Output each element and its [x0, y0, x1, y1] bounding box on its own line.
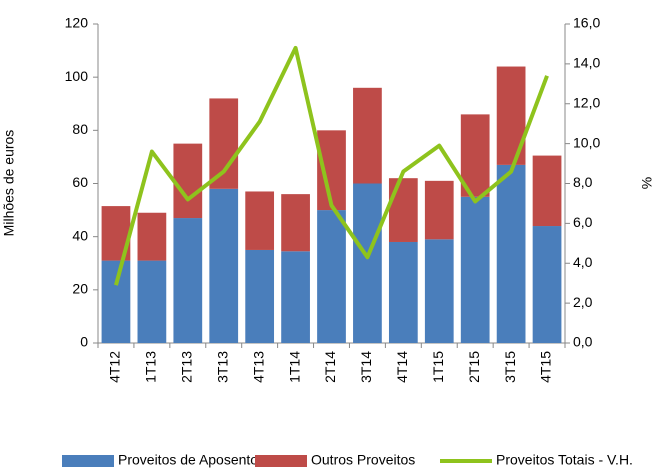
bar [388, 178, 418, 242]
x-tick-label: 4T12 [107, 351, 123, 383]
bar [209, 188, 239, 343]
bar [245, 191, 275, 250]
x-tick-label: 4T15 [538, 351, 554, 383]
x-tick-label: 1T14 [286, 351, 302, 383]
legend-label: Proveitos de Aposento [118, 452, 258, 468]
x-tick-label: 2T14 [322, 351, 338, 383]
y-axis-label: Milhões de euros [1, 130, 17, 237]
y2-tick-label: 0,0 [573, 334, 593, 350]
x-tick-label: 2T15 [466, 351, 482, 383]
legend-swatch [255, 455, 307, 467]
legend-swatch [62, 455, 114, 467]
x-tick-label: 4T14 [394, 351, 410, 383]
x-tick-label: 3T14 [358, 351, 374, 383]
y2-tick-label: 8,0 [573, 174, 593, 190]
bar [496, 164, 526, 343]
y-tick-label: 40 [72, 227, 88, 243]
legend-label: Outros Proveitos [311, 452, 415, 468]
y2-axis-label: % [639, 177, 655, 189]
y2-tick-label: 12,0 [573, 94, 600, 110]
bar [532, 226, 562, 343]
y-tick-label: 100 [65, 68, 89, 84]
bar [173, 143, 203, 219]
y-tick-label: 60 [72, 174, 88, 190]
bar [353, 183, 382, 343]
x-tick-label: 4T13 [250, 351, 266, 383]
bar [424, 239, 454, 343]
y2-tick-label: 16,0 [573, 15, 600, 31]
bar [137, 212, 167, 261]
bar [173, 218, 203, 343]
bar [101, 260, 131, 343]
bar [209, 98, 239, 189]
x-tick-label: 3T15 [502, 351, 518, 383]
bar [245, 249, 275, 343]
legend-label: Proveitos Totais - V.H. [496, 452, 633, 468]
x-tick-label: 1T13 [143, 351, 159, 383]
y-tick-label: 80 [72, 121, 88, 137]
bar [460, 196, 490, 343]
y-tick-label: 20 [72, 281, 88, 297]
x-tick-label: 3T13 [214, 351, 230, 383]
bar [281, 251, 310, 343]
y2-tick-label: 6,0 [573, 214, 593, 230]
y-tick-label: 120 [65, 15, 89, 31]
y2-tick-label: 10,0 [573, 134, 600, 150]
x-tick-label: 2T13 [179, 351, 195, 383]
bar [532, 155, 562, 227]
y2-tick-label: 14,0 [573, 55, 600, 71]
bar [281, 194, 310, 252]
bar [424, 180, 454, 240]
y2-tick-label: 4,0 [573, 254, 593, 270]
bar [353, 87, 382, 184]
bar [137, 260, 167, 343]
bar [317, 210, 346, 343]
bar [388, 241, 418, 343]
line [114, 45, 549, 286]
y2-tick-label: 2,0 [573, 294, 593, 310]
x-tick-label: 1T15 [430, 351, 446, 383]
y-tick-label: 0 [80, 334, 88, 350]
